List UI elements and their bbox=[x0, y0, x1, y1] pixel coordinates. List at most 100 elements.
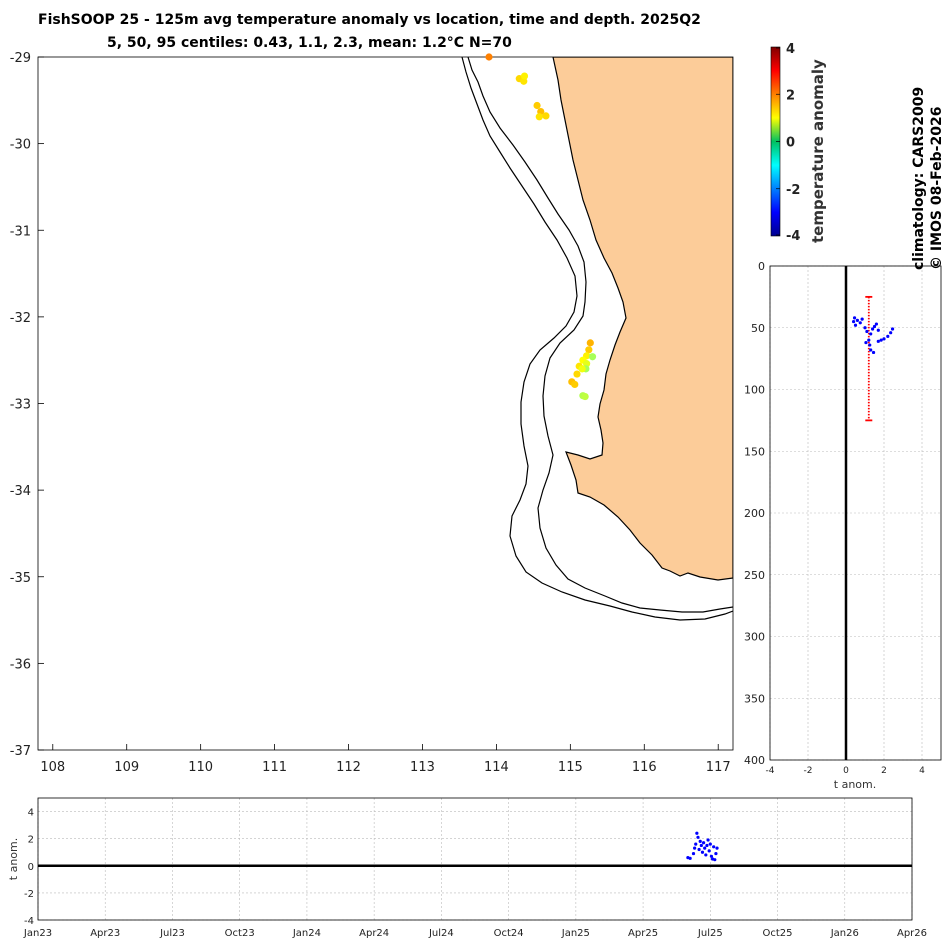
map-point bbox=[573, 370, 581, 378]
time-series-x-tick-label: Jul25 bbox=[697, 928, 723, 939]
map-point bbox=[533, 101, 541, 110]
colorbar-tick-label: 0 bbox=[786, 136, 795, 151]
depth-y-tick-label: 50 bbox=[751, 322, 765, 335]
map-y-tick-label: -35 bbox=[10, 571, 31, 586]
depth-x-tick-label: 4 bbox=[919, 766, 925, 776]
time-series-point bbox=[693, 846, 697, 850]
time-series-point bbox=[700, 850, 705, 854]
depth-y-tick-label: 400 bbox=[744, 754, 765, 767]
colorbar-tick-label: -4 bbox=[786, 229, 800, 244]
depth-point bbox=[882, 337, 886, 341]
depth-point bbox=[876, 328, 880, 332]
time-series-point bbox=[712, 845, 716, 849]
colorbar: 4 2 0 -2 -4 bbox=[770, 42, 800, 244]
depth-point bbox=[858, 321, 862, 325]
time-series-point bbox=[701, 841, 706, 845]
time-series-point bbox=[704, 853, 708, 857]
map-point bbox=[586, 339, 594, 347]
depth-point bbox=[869, 348, 873, 352]
depth-point bbox=[864, 340, 868, 345]
map-point bbox=[581, 392, 589, 401]
depth-x-tick-label: 0 bbox=[843, 766, 849, 776]
depth-y-tick-label: 100 bbox=[744, 384, 765, 397]
time-series-x-tick-label: Jul23 bbox=[159, 928, 185, 939]
isobath-outer bbox=[461, 57, 733, 621]
depth-point bbox=[872, 324, 877, 329]
map-x-tick-label: 115 bbox=[558, 760, 583, 775]
land-australia bbox=[552, 57, 733, 581]
time-series-point bbox=[709, 854, 714, 858]
depth-x-axis-label: t anom. bbox=[834, 778, 876, 791]
map-panel: 108 109 110 111 112 113 114 115 116 117 -29 -30 -31… bbox=[10, 51, 734, 775]
time-series-x-tick-label: Apr23 bbox=[90, 928, 120, 939]
colorbar-tick-label: 2 bbox=[786, 88, 795, 103]
time-series-x-tick-label: Jan23 bbox=[23, 928, 52, 939]
depth-point bbox=[868, 343, 872, 347]
map-point bbox=[535, 113, 543, 121]
time-series-x-tick-label: Jan26 bbox=[830, 928, 859, 939]
colorbar-tick-label: -2 bbox=[786, 183, 800, 198]
time-series-point bbox=[713, 858, 717, 862]
time-series-point bbox=[705, 843, 709, 848]
depth-point bbox=[874, 322, 879, 326]
depth-point bbox=[860, 317, 864, 321]
depth-y-tick-label: 300 bbox=[744, 631, 765, 644]
map-y-tick-label: -30 bbox=[10, 138, 31, 153]
map-x-tick-label: 117 bbox=[706, 760, 731, 775]
time-series-y-tick-label: 0 bbox=[28, 862, 34, 873]
map-point bbox=[520, 72, 529, 80]
map-x-tick-label: 110 bbox=[188, 760, 213, 775]
map-y-tick-label: -37 bbox=[10, 744, 31, 759]
map-y-tick-label: -34 bbox=[10, 484, 31, 499]
time-series-x-tick-label: Oct24 bbox=[494, 928, 524, 939]
time-series-point bbox=[688, 856, 692, 860]
time-series-point bbox=[707, 849, 711, 853]
time-series-data-marks bbox=[38, 831, 912, 868]
depth-point bbox=[863, 326, 867, 330]
time-series-point bbox=[694, 842, 698, 846]
colorbar-tick-label: 4 bbox=[786, 42, 795, 57]
depth-x-tick-label: 2 bbox=[881, 766, 887, 776]
time-series-point bbox=[696, 835, 700, 839]
depth-point bbox=[855, 318, 860, 322]
depth-x-tick-label: -4 bbox=[766, 766, 775, 776]
depth-point bbox=[852, 319, 856, 324]
map-y-tick-label: -33 bbox=[10, 398, 31, 413]
time-series-x-tick-label: Apr25 bbox=[628, 928, 658, 939]
map-y-tick-label: -32 bbox=[10, 311, 31, 326]
time-series-x-tick-label: Jan24 bbox=[292, 928, 321, 939]
depth-profile-panel: 0 50 100 150 200 250 300 350 400-4 -2 0 2 4 t anom. bbox=[744, 260, 942, 791]
depth-point bbox=[852, 316, 857, 320]
depth-point bbox=[886, 334, 890, 338]
depth-y-tick-label: 250 bbox=[744, 569, 765, 582]
depth-y-tick-label: 200 bbox=[744, 507, 765, 520]
map-x-tick-label: 113 bbox=[410, 760, 435, 775]
title-line-2: 5, 50, 95 centiles: 0.43, 1.1, 2.3, mean… bbox=[107, 35, 512, 51]
isobath-inner bbox=[467, 57, 733, 613]
time-series-y-tick-label: 2 bbox=[28, 835, 34, 846]
depth-range-bar bbox=[865, 295, 873, 422]
time-series-x-tick-label: Jan25 bbox=[561, 928, 590, 939]
time-series-point bbox=[708, 842, 712, 846]
depth-point bbox=[890, 327, 895, 331]
depth-point bbox=[871, 350, 876, 355]
map-point bbox=[588, 353, 597, 361]
map-x-tick-label: 116 bbox=[632, 760, 657, 775]
time-series-y-tick-label: -2 bbox=[24, 889, 34, 900]
time-series-point bbox=[697, 847, 701, 852]
time-series-y-tick-label: -4 bbox=[24, 916, 34, 927]
depth-point bbox=[879, 338, 883, 342]
depth-point bbox=[876, 339, 880, 343]
map-x-tick-label: 111 bbox=[262, 760, 287, 775]
time-series-x-tick-label: Oct23 bbox=[225, 928, 255, 939]
map-x-tick-label: 114 bbox=[484, 760, 509, 775]
map-point bbox=[578, 365, 586, 373]
depth-y-tick-label: 0 bbox=[758, 260, 765, 273]
time-series-y-tick-label: 4 bbox=[28, 808, 34, 819]
time-series-point bbox=[691, 851, 696, 856]
depth-y-tick-label: 150 bbox=[744, 445, 765, 458]
map-point bbox=[485, 53, 493, 61]
time-series-x-tick-label: Jul24 bbox=[428, 928, 454, 939]
